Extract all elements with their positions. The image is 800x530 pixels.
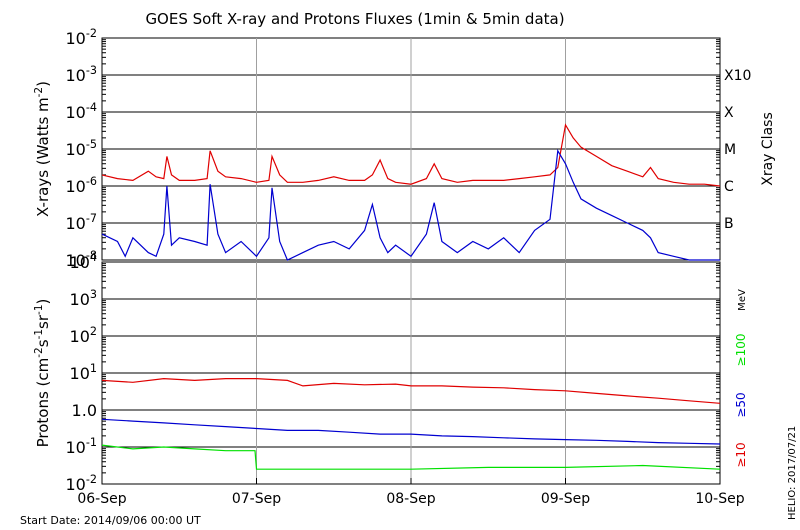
x-tick-label: 07-Sep xyxy=(232,491,281,507)
protons-energy-label-blue: ≥50 xyxy=(734,392,748,417)
protons-energy-label-green: ≥100 xyxy=(734,334,748,367)
protons-ytick-label: 1.0 xyxy=(72,401,97,420)
protons-energy-unit: MeV xyxy=(737,289,748,311)
xray-ytick-label: 10-8 xyxy=(65,249,97,270)
xray-class-label-x10: X10 xyxy=(724,68,751,84)
xray-ytick-label: 10-2 xyxy=(65,27,97,48)
xray-ylabel: X-rays (Watts m-2) xyxy=(33,81,52,217)
xray-series-blue xyxy=(101,148,720,261)
xray-class-label-m: M xyxy=(724,142,736,158)
xray-class-title: Xray Class xyxy=(760,112,776,186)
protons-ytick-label: 10-2 xyxy=(65,473,97,494)
start-date-label: Start Date: 2014/09/06 00:00 UT xyxy=(20,514,201,527)
xray-class-label-b: B xyxy=(724,216,734,232)
xray-class-label-c: C xyxy=(724,179,734,195)
xray-ytick-label: 10-5 xyxy=(65,138,97,159)
xray-class-label-x: X xyxy=(724,105,734,121)
xray-ytick-label: 10-4 xyxy=(65,101,97,122)
x-tick-label: 10-Sep xyxy=(695,491,744,507)
protons-series-red xyxy=(101,377,721,404)
chart-title: GOES Soft X-ray and Protons Fluxes (1min… xyxy=(145,10,564,28)
protons-ytick-label: 104 xyxy=(70,251,97,272)
x-tick-label: 09-Sep xyxy=(541,491,590,507)
x-axis: 06-Sep 07-Sep 08-Sep 09-Sep 10-Sep xyxy=(77,478,745,507)
xray-ytick-label: 10-6 xyxy=(65,175,97,196)
protons-panel: 104 103 102 101 1.0 10-1 10-2 Protons (cm-2s-1s… xyxy=(33,251,748,494)
protons-ytick-label: 10-1 xyxy=(65,436,97,457)
xray-series-red xyxy=(101,123,721,187)
x-tick-label: 08-Sep xyxy=(386,491,435,507)
xray-panel: 10-2 10-3 10-4 10-5 10-6 10-7 10-8 X10 X M C B X-ray… xyxy=(33,27,776,270)
protons-ytick-label: 103 xyxy=(70,288,97,309)
protons-series-blue xyxy=(101,418,721,445)
xray-ytick-label: 10-3 xyxy=(65,64,97,85)
protons-ytick-label: 102 xyxy=(70,325,97,346)
protons-energy-label-red: ≥10 xyxy=(734,442,748,467)
protons-ytick-label: 101 xyxy=(70,362,97,383)
protons-ylabel: Protons (cm-2s-1sr-1) xyxy=(33,299,52,448)
xray-ytick-label: 10-7 xyxy=(65,212,97,233)
x-tick-label: 06-Sep xyxy=(77,491,126,507)
credit-label: HELIO: 2017/07/21 xyxy=(787,426,798,520)
protons-series-green xyxy=(101,444,721,470)
